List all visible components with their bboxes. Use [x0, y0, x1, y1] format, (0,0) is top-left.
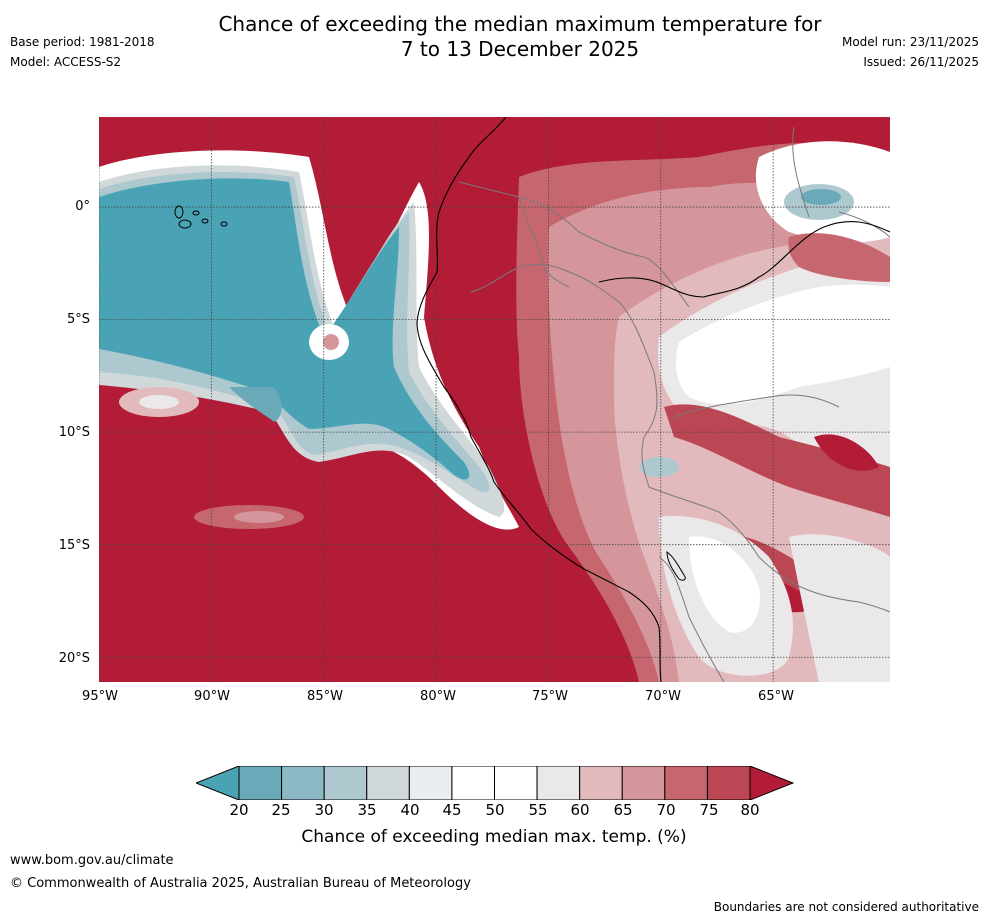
lon-label: 95°W	[82, 689, 118, 704]
colorbar-segment	[536, 765, 581, 801]
colorbar-segments	[238, 765, 751, 801]
coastline	[416, 117, 662, 682]
colorbar-tick-label: 75	[699, 801, 719, 819]
colorbar-title: Chance of exceeding median max. temp. (%…	[301, 827, 687, 847]
right-meta: Model run: 23/11/2025 Issued: 26/11/2025	[842, 32, 979, 72]
lon-label: 65°W	[758, 689, 794, 704]
colorbar-tick-label: 45	[442, 801, 462, 819]
colorbar-tick-label: 30	[314, 801, 334, 819]
left-meta: Base period: 1981-2018 Model: ACCESS-S2	[10, 32, 155, 72]
colorbar-segment	[238, 765, 283, 801]
model-run: Model run: 23/11/2025	[841, 35, 979, 49]
colorbar-segment	[664, 765, 708, 801]
base-period: Base period: 1981-2018	[10, 35, 155, 49]
colorbar-tick-label: 65	[613, 801, 633, 819]
colorbar-tick-label: 25	[271, 801, 291, 819]
colorbar-high-arrow	[749, 765, 795, 801]
lake-titicaca	[666, 551, 686, 581]
colorbar-tick-label: 50	[485, 801, 505, 819]
colorbar-segment	[621, 765, 666, 801]
colorbar-tick-label: 70	[656, 801, 676, 819]
footer-copyright: © Commonwealth of Australia 2025, Austra…	[10, 876, 471, 891]
lat-label: 5°S	[66, 312, 90, 327]
colorbar-segment	[706, 765, 751, 801]
colorbar-segment	[366, 765, 410, 801]
colorbar-segment	[451, 765, 496, 801]
ocean-low-probability-region	[99, 150, 519, 530]
lat-label: 15°S	[58, 538, 90, 553]
colorbar-segment	[408, 765, 453, 801]
colorbar-segment	[323, 765, 368, 801]
forecast-map	[99, 117, 890, 682]
country-borders	[458, 126, 890, 682]
title-line-1: Chance of exceeding the median maximum t…	[218, 12, 822, 36]
colorbar-tick-label: 35	[357, 801, 377, 819]
footer-note: Boundaries are not considered authoritat…	[713, 900, 979, 914]
graticule	[99, 117, 890, 682]
galapagos-islands	[174, 205, 228, 229]
colorbar-tick-label: 80	[740, 801, 760, 819]
lon-label: 90°W	[194, 689, 230, 704]
amazon-river	[598, 221, 890, 298]
model-name: Model: ACCESS-S2	[10, 55, 122, 69]
lat-label: 20°S	[58, 651, 90, 666]
colorbar-tick-label: 60	[570, 801, 590, 819]
colorbar-segment	[494, 765, 538, 801]
lat-label: 0°	[75, 199, 90, 214]
land-mixed-probability-region	[516, 141, 890, 682]
issued-date: Issued: 26/11/2025	[863, 55, 979, 69]
colorbar-low-arrow	[194, 765, 240, 801]
colorbar	[194, 765, 795, 801]
chart-title: Chance of exceeding the median maximum t…	[0, 12, 988, 62]
footer-url: www.bom.gov.au/climate	[10, 853, 174, 868]
lat-label: 10°S	[58, 425, 90, 440]
colorbar-tick-label: 20	[229, 801, 249, 819]
title-line-2: 7 to 13 December 2025	[400, 37, 640, 61]
colorbar-tick-label: 55	[528, 801, 548, 819]
lon-label: 70°W	[645, 689, 681, 704]
lon-label: 75°W	[532, 689, 568, 704]
colorbar-segment	[579, 765, 623, 801]
colorbar-tick-label: 40	[400, 801, 420, 819]
colorbar-segment	[281, 765, 325, 801]
lon-label: 80°W	[420, 689, 456, 704]
lon-label: 85°W	[307, 689, 343, 704]
